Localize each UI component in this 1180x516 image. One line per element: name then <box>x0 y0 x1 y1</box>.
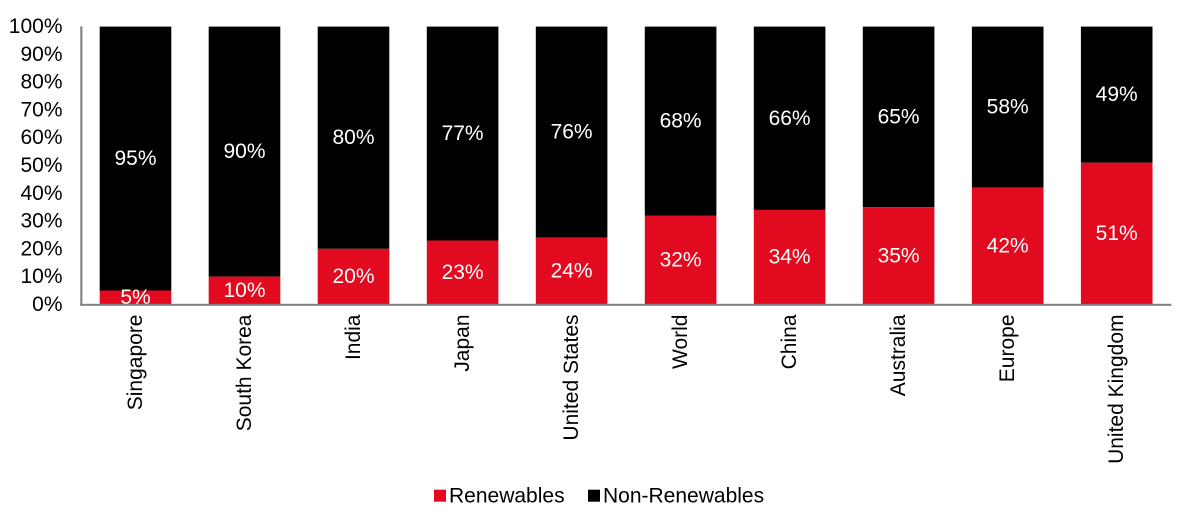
svg-text:China: China <box>778 314 801 369</box>
svg-text:5%: 5% <box>120 286 150 309</box>
svg-text:South Korea: South Korea <box>233 314 256 431</box>
svg-text:10%: 10% <box>223 279 265 302</box>
svg-text:100%: 100% <box>9 15 63 38</box>
svg-text:World: World <box>669 315 692 369</box>
svg-text:20%: 20% <box>332 265 374 288</box>
svg-text:90%: 90% <box>20 43 62 66</box>
svg-text:10%: 10% <box>20 265 62 288</box>
svg-text:United States: United States <box>560 315 583 441</box>
svg-text:24%: 24% <box>551 260 593 283</box>
svg-text:Australia: Australia <box>887 314 910 396</box>
svg-text:Singapore: Singapore <box>124 315 147 411</box>
svg-text:India: India <box>342 314 365 360</box>
svg-text:60%: 60% <box>20 126 62 149</box>
svg-text:42%: 42% <box>987 235 1029 258</box>
svg-text:40%: 40% <box>20 182 62 205</box>
svg-text:23%: 23% <box>442 261 484 284</box>
svg-text:77%: 77% <box>442 122 484 145</box>
svg-text:32%: 32% <box>660 249 702 272</box>
svg-text:30%: 30% <box>20 210 62 233</box>
svg-text:20%: 20% <box>20 237 62 260</box>
svg-text:80%: 80% <box>20 71 62 94</box>
svg-text:35%: 35% <box>878 244 920 267</box>
svg-text:Non-Renewables: Non-Renewables <box>603 484 764 507</box>
svg-text:Japan: Japan <box>451 315 474 372</box>
svg-text:65%: 65% <box>878 105 920 128</box>
svg-text:68%: 68% <box>660 110 702 133</box>
svg-text:58%: 58% <box>987 96 1029 119</box>
svg-text:90%: 90% <box>223 140 265 163</box>
svg-text:0%: 0% <box>32 293 62 316</box>
svg-text:34%: 34% <box>769 246 811 269</box>
svg-text:51%: 51% <box>1096 222 1138 245</box>
svg-text:70%: 70% <box>20 98 62 121</box>
svg-text:76%: 76% <box>551 121 593 144</box>
svg-text:49%: 49% <box>1096 83 1138 106</box>
svg-text:United Kingdom: United Kingdom <box>1105 315 1128 464</box>
svg-text:95%: 95% <box>114 147 156 170</box>
svg-text:50%: 50% <box>20 154 62 177</box>
svg-text:Europe: Europe <box>996 315 1019 383</box>
svg-text:66%: 66% <box>769 107 811 130</box>
svg-text:80%: 80% <box>332 126 374 149</box>
svg-text:Renewables: Renewables <box>449 484 565 507</box>
